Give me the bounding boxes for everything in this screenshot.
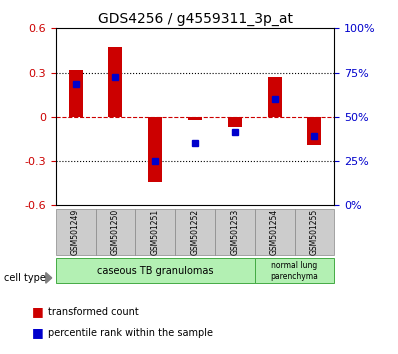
Text: GSM501255: GSM501255 <box>310 209 319 255</box>
Text: transformed count: transformed count <box>48 307 139 316</box>
FancyBboxPatch shape <box>255 258 334 283</box>
FancyBboxPatch shape <box>135 209 175 255</box>
Bar <box>307 117 321 145</box>
Bar <box>228 117 242 127</box>
Text: GSM501251: GSM501251 <box>151 209 160 255</box>
FancyBboxPatch shape <box>56 258 255 283</box>
Title: GDS4256 / g4559311_3p_at: GDS4256 / g4559311_3p_at <box>98 12 293 26</box>
Text: caseous TB granulomas: caseous TB granulomas <box>97 266 213 276</box>
Text: GSM501253: GSM501253 <box>230 209 239 255</box>
Text: normal lung
parenchyma: normal lung parenchyma <box>271 261 318 280</box>
Text: GSM501252: GSM501252 <box>191 209 199 255</box>
FancyBboxPatch shape <box>255 209 295 255</box>
Text: percentile rank within the sample: percentile rank within the sample <box>48 328 213 338</box>
Text: GSM501250: GSM501250 <box>111 209 120 255</box>
FancyBboxPatch shape <box>175 209 215 255</box>
FancyBboxPatch shape <box>215 209 255 255</box>
FancyBboxPatch shape <box>56 209 96 255</box>
Text: GSM501249: GSM501249 <box>71 209 80 255</box>
Bar <box>267 77 281 117</box>
Text: cell type: cell type <box>4 273 46 283</box>
Bar <box>108 47 123 117</box>
FancyBboxPatch shape <box>295 209 334 255</box>
Text: ■: ■ <box>32 305 44 318</box>
Bar <box>69 70 83 117</box>
Bar <box>188 117 202 120</box>
Bar <box>148 117 162 182</box>
Text: GSM501254: GSM501254 <box>270 209 279 255</box>
Text: ■: ■ <box>32 326 44 339</box>
FancyBboxPatch shape <box>96 209 135 255</box>
